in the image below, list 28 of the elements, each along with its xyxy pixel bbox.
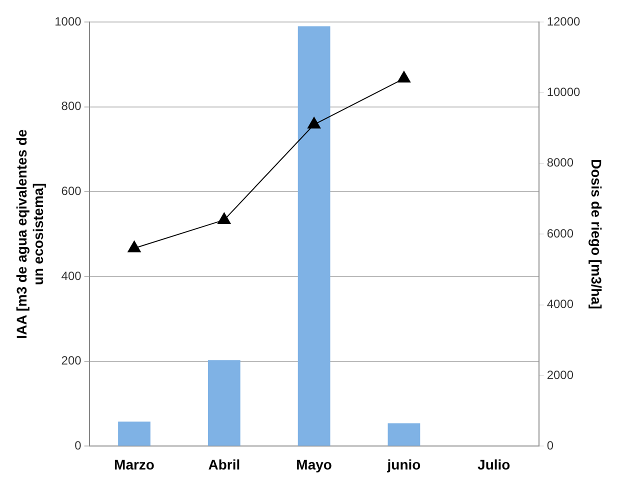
y-tick-label: 200 (61, 354, 82, 368)
x-tick-label: Mayo (296, 456, 332, 472)
x-tick-label: junio (386, 456, 421, 472)
y-tick-label: 800 (61, 99, 82, 114)
point (218, 212, 231, 224)
y2-tick-label: 8000 (546, 156, 574, 170)
y2-tick-label: 2000 (546, 368, 574, 382)
bar (298, 26, 330, 446)
y-tick-label: 600 (61, 184, 82, 198)
point (308, 117, 321, 129)
bar (118, 422, 150, 446)
y2-tick-label: 0 (546, 438, 554, 453)
y2-axis-title: Dosis de riego [m3/ha] (588, 159, 605, 310)
y-tick-label: 1000 (54, 14, 82, 28)
x-tick-label: Julio (478, 456, 510, 472)
y-tick-label: 0 (74, 438, 82, 453)
x-tick-label: Abril (208, 456, 240, 472)
point (128, 240, 141, 252)
x-tick-label: Marzo (114, 456, 154, 472)
y2-tick-label: 12000 (546, 14, 581, 28)
y2-tick-label: 6000 (546, 226, 574, 240)
bar (208, 360, 240, 446)
y-tick-label: 400 (61, 268, 82, 283)
y-axis-title: IAA [m3 de agua eqivalentes de un ecosistema] (13, 129, 46, 339)
bar (388, 423, 420, 446)
y2-tick-label: 10000 (546, 85, 581, 100)
y2-tick-label: 4000 (546, 297, 574, 312)
point (397, 71, 411, 83)
